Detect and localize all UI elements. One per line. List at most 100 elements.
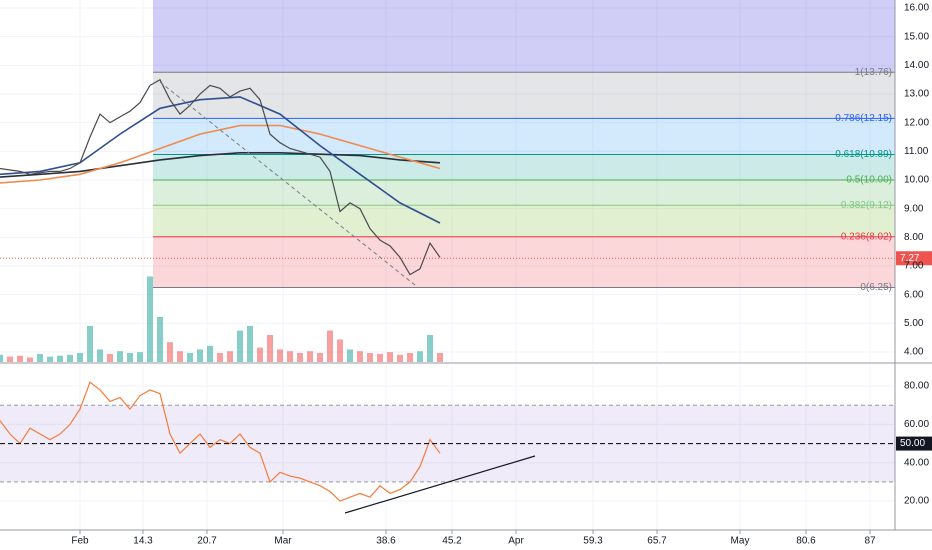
y-tick-label: 8.00 xyxy=(904,232,924,243)
y-tick-label: 12.00 xyxy=(904,117,929,128)
volume-bar xyxy=(297,353,303,362)
volume-bar xyxy=(147,276,153,362)
fib-band xyxy=(153,118,895,155)
volume-bar xyxy=(7,356,13,362)
y-tick-label: 16.00 xyxy=(904,3,929,14)
volume-bar xyxy=(107,353,113,362)
volume-bar xyxy=(87,326,93,362)
rsi-pane xyxy=(0,365,895,530)
y-tick-label: 6.00 xyxy=(904,289,924,300)
trend-line xyxy=(159,81,416,286)
y-tick-label: 40.00 xyxy=(904,457,929,468)
volume-bar xyxy=(0,354,3,362)
price-line xyxy=(0,78,441,276)
volume-bar xyxy=(367,353,373,362)
x-tick-label: 38.6 xyxy=(376,536,396,547)
moving-average xyxy=(0,152,441,178)
volume-bar xyxy=(47,356,53,362)
y-tick-label: 15.00 xyxy=(904,31,929,42)
volume-bar xyxy=(347,349,353,362)
volume-bar xyxy=(67,354,73,362)
volume-bar xyxy=(137,352,143,362)
volume-bar xyxy=(267,335,273,362)
fib-top-band xyxy=(153,0,895,73)
volume-bar xyxy=(117,351,123,362)
fib-band xyxy=(153,154,895,180)
volume-bar xyxy=(97,349,103,362)
marker-label: 50.00 xyxy=(900,438,925,449)
fib-label: 0.5(10.00) xyxy=(846,175,892,186)
marker-box xyxy=(896,251,932,266)
y-tick-label: 14.00 xyxy=(904,60,929,71)
price-line xyxy=(0,381,441,502)
volume-bar xyxy=(287,351,293,362)
volume-bar xyxy=(247,326,253,362)
x-tick-label: Apr xyxy=(508,536,524,547)
y-tick-label: 80.00 xyxy=(904,381,929,392)
marker-box xyxy=(896,436,932,451)
volume-bar xyxy=(127,353,133,362)
fib-band xyxy=(153,179,895,206)
moving-average xyxy=(0,96,441,224)
moving-average xyxy=(0,124,441,184)
volume-bar xyxy=(197,349,203,362)
y-tick-label: 60.00 xyxy=(904,419,929,430)
volume-bar xyxy=(217,353,223,362)
x-tick-label: 80.6 xyxy=(796,536,816,547)
fib-label: 0.618(10.89) xyxy=(835,149,892,160)
volume-bar xyxy=(77,353,83,362)
y-tick-label: 10.00 xyxy=(904,175,929,186)
volume-bar xyxy=(327,330,333,362)
axes: 7.27 4.00 5.00 6.00 7.00 8.00 9.00 10.00 11.00 12… xyxy=(71,3,932,547)
price-pane: 1(13.76) 0.786(12.15) 0.618(10.89) 0.5(10.0… xyxy=(0,0,895,362)
fib-label: 0(6.25) xyxy=(860,282,892,293)
volume-bar xyxy=(427,335,433,362)
y-tick-label: 4.00 xyxy=(904,347,924,358)
y-tick-label: 7.00 xyxy=(904,261,924,272)
rsi-trend-line xyxy=(344,455,536,514)
volume-bar xyxy=(227,351,233,362)
fib-label: 0.786(12.15) xyxy=(835,113,892,124)
volume-bar xyxy=(307,351,313,362)
x-tick-label: May xyxy=(731,536,750,547)
fib-band xyxy=(153,205,895,237)
y-tick-label: 13.00 xyxy=(904,89,929,100)
x-tick-label: 14.3 xyxy=(133,536,153,547)
volume-bar xyxy=(397,354,403,362)
volume-bar xyxy=(157,317,163,362)
y-tick-label: 11.00 xyxy=(904,146,929,157)
volume-bar xyxy=(17,355,23,362)
fib-band xyxy=(153,236,895,288)
volume-bar xyxy=(207,345,213,362)
volume-bar xyxy=(387,352,393,362)
x-tick-label: 87 xyxy=(864,536,876,547)
x-tick-label: Feb xyxy=(71,536,89,547)
fib-label: 0.236(8.02) xyxy=(841,231,892,242)
volume-bar xyxy=(337,339,343,362)
y-tick-label: 9.00 xyxy=(904,203,924,214)
volume-bar xyxy=(237,330,243,362)
volume-bar xyxy=(167,342,173,362)
volume-bar xyxy=(317,353,323,362)
x-tick-label: 65.7 xyxy=(647,536,667,547)
fib-label: 0.382(9.12) xyxy=(841,200,892,211)
volume-bar xyxy=(357,351,363,362)
x-tick-label: 45.2 xyxy=(442,536,462,547)
x-tick-label: 20.7 xyxy=(197,536,217,547)
volume-bar xyxy=(257,347,263,362)
fib-band xyxy=(153,72,895,119)
volume-bar xyxy=(187,353,193,362)
volume-bar xyxy=(437,353,443,362)
volume-bar xyxy=(177,351,183,362)
y-tick-label: 5.00 xyxy=(904,318,924,329)
volume-bar xyxy=(57,355,63,362)
x-tick-label: Mar xyxy=(274,536,292,547)
volume-bar xyxy=(27,357,33,362)
volume-bar xyxy=(407,353,413,362)
volume-bar xyxy=(417,351,423,362)
volume-bar xyxy=(377,353,383,362)
volume-bar xyxy=(277,349,283,362)
fib-label: 1(13.76) xyxy=(855,67,892,78)
y-tick-label: 20.00 xyxy=(904,496,929,507)
